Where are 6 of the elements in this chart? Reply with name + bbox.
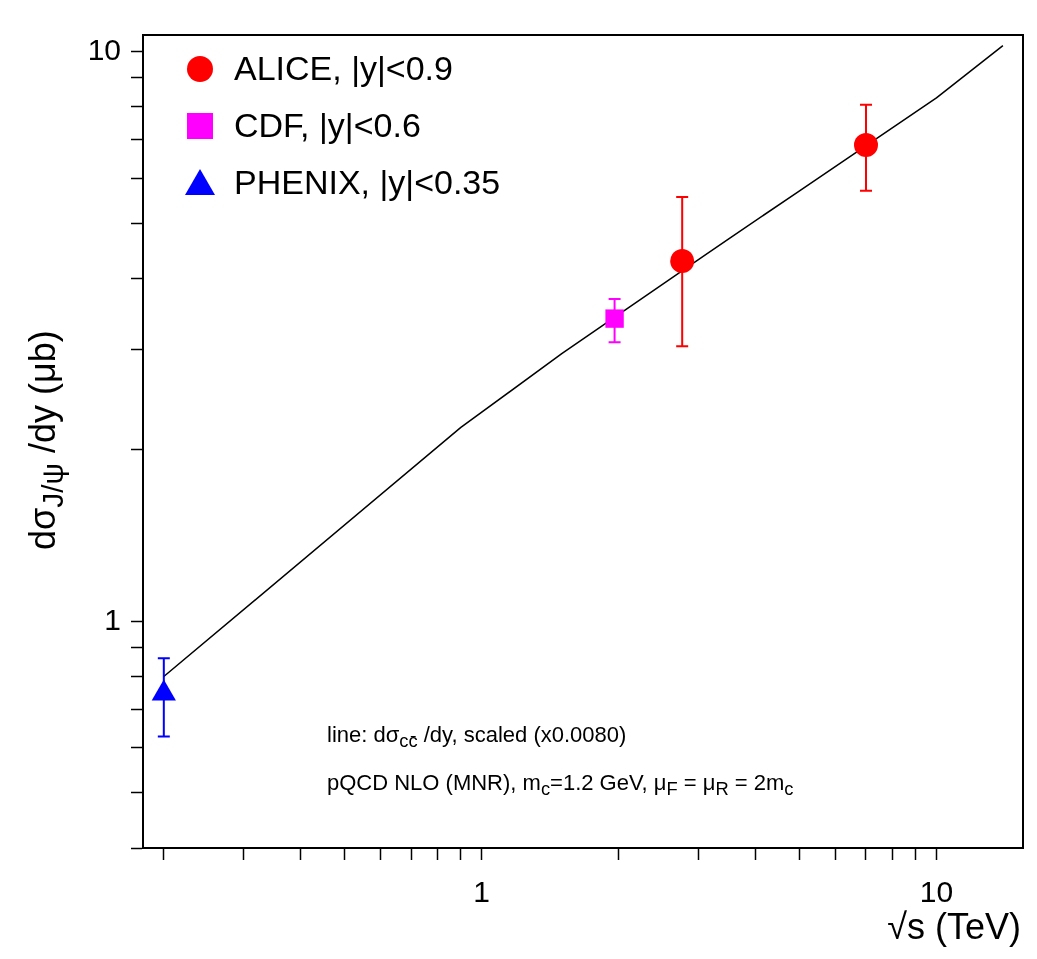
x-axis-title: √s (TeV) [887,906,1021,948]
legend-label: CDF, |y|<0.6 [234,106,421,145]
legend-label: ALICE, |y|<0.9 [234,49,453,88]
legend-label: PHENIX, |y|<0.35 [234,163,501,202]
annotation: line: dσ$_{cc̄}$ /dy, scaled (x0.0080) [327,722,627,753]
annotation: pQCD NLO (MNR), m$_{c}$=1.2 GeV, μ$_{F}$ = μ$_{R}$ = 2m$_{c}$ [327,770,794,801]
